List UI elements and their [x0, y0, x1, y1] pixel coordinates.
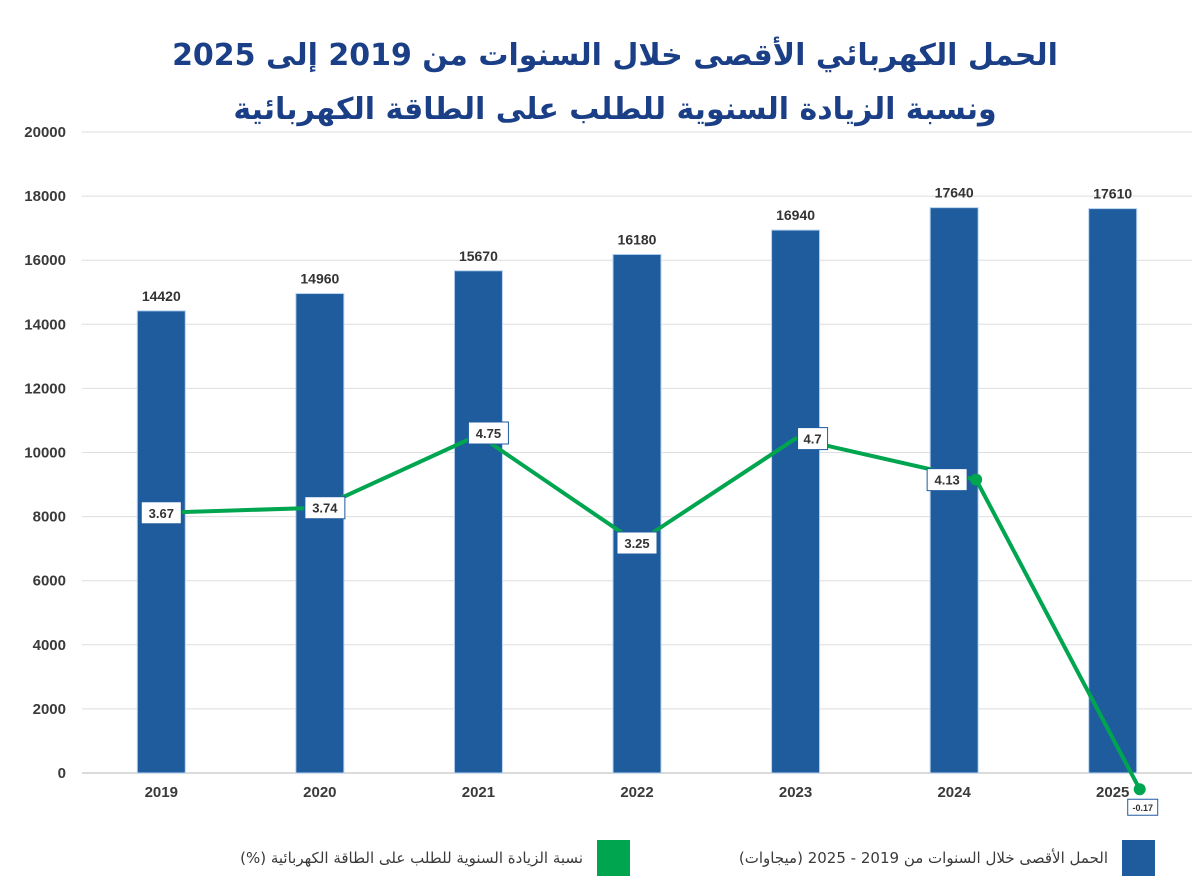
bar-data-label: 14420	[142, 288, 181, 304]
y-tick-label: 14000	[24, 316, 66, 333]
y-tick-label: 18000	[24, 188, 66, 205]
line-data-labels: 3.67 3.74 4.75 3.25 4.7 4.13 -0.17	[140, 421, 1159, 816]
y-tick-label: 12000	[24, 380, 66, 397]
line-data-label-box	[140, 501, 182, 525]
bar-data-label: 17640	[935, 185, 974, 201]
bar-data-label: 17610	[1093, 186, 1132, 202]
chart-title: الحمل الكهربائي الأقصى خلال السنوات من 2…	[172, 38, 1058, 73]
y-tick-label: 16000	[24, 252, 66, 269]
legend-swatch-line	[597, 840, 630, 876]
x-axis-ticks: 2019 2020 2021 2022 2023 2024 2025	[145, 784, 1130, 801]
bar	[1088, 208, 1138, 774]
line-data-label: 4.7	[804, 432, 822, 447]
legend-label-bars: الحمل الأقصى خلال السنوات من 2019 - 2025…	[738, 849, 1108, 867]
y-tick-label: 20000	[24, 124, 66, 141]
y-tick-label: 10000	[24, 445, 66, 462]
line-marker	[970, 473, 983, 486]
y-tick-label: 6000	[33, 573, 66, 590]
bar	[136, 310, 186, 774]
bar-data-label: 14960	[300, 271, 339, 287]
bar-series	[136, 207, 1138, 774]
line-data-label: 4.75	[476, 426, 501, 441]
x-tick-label: 2025	[1096, 784, 1129, 801]
y-tick-label: 0	[58, 765, 66, 782]
bar	[453, 270, 503, 774]
line-data-label: 4.13	[934, 473, 959, 488]
bar-data-label: 16940	[776, 207, 815, 223]
bar-data-labels: 14420 14960 15670 16180 16940 17640 17610	[142, 185, 1133, 304]
line-data-label: 3.67	[149, 506, 174, 521]
bar-data-label: 15670	[459, 248, 498, 264]
bar	[612, 253, 662, 774]
y-axis-ticks: 0 2000 4000 6000 8000 10000 12000 14000 16000 180…	[24, 124, 66, 782]
chart-subtitle: ونسبة الزيادة السنوية للطلب على الطاقة ا…	[233, 92, 997, 127]
line-data-label-box	[1127, 798, 1159, 816]
line-marker	[1133, 783, 1146, 796]
x-tick-label: 2023	[779, 784, 812, 801]
bar-data-label: 16180	[618, 231, 657, 247]
y-tick-label: 2000	[33, 701, 66, 718]
y-tick-label: 4000	[33, 637, 66, 654]
legend-swatch-bars	[1122, 840, 1155, 876]
bar	[295, 293, 345, 774]
line-data-label: 3.74	[312, 501, 338, 516]
x-tick-label: 2020	[303, 784, 336, 801]
x-tick-label: 2019	[145, 784, 178, 801]
legend-label-line: نسبة الزيادة السنوية للطلب على الطاقة ال…	[240, 849, 583, 867]
bar	[771, 229, 821, 774]
line-data-label-box	[616, 531, 658, 555]
line-data-label-box	[926, 468, 968, 492]
line-data-label: 3.25	[624, 536, 649, 551]
line-data-label-box	[467, 421, 509, 445]
x-tick-label: 2022	[620, 784, 653, 801]
legend-item-bars: الحمل الأقصى خلال السنوات من 2019 - 2025…	[595, 838, 1155, 878]
line-data-label-box	[304, 496, 346, 520]
x-tick-label: 2021	[462, 784, 495, 801]
x-tick-label: 2024	[937, 784, 971, 801]
line-data-label: -0.17	[1132, 803, 1153, 813]
legend-item-line: نسبة الزيادة السنوية للطلب على الطاقة ال…	[140, 838, 630, 878]
line-data-label-box	[797, 427, 829, 451]
y-tick-label: 8000	[33, 509, 66, 526]
